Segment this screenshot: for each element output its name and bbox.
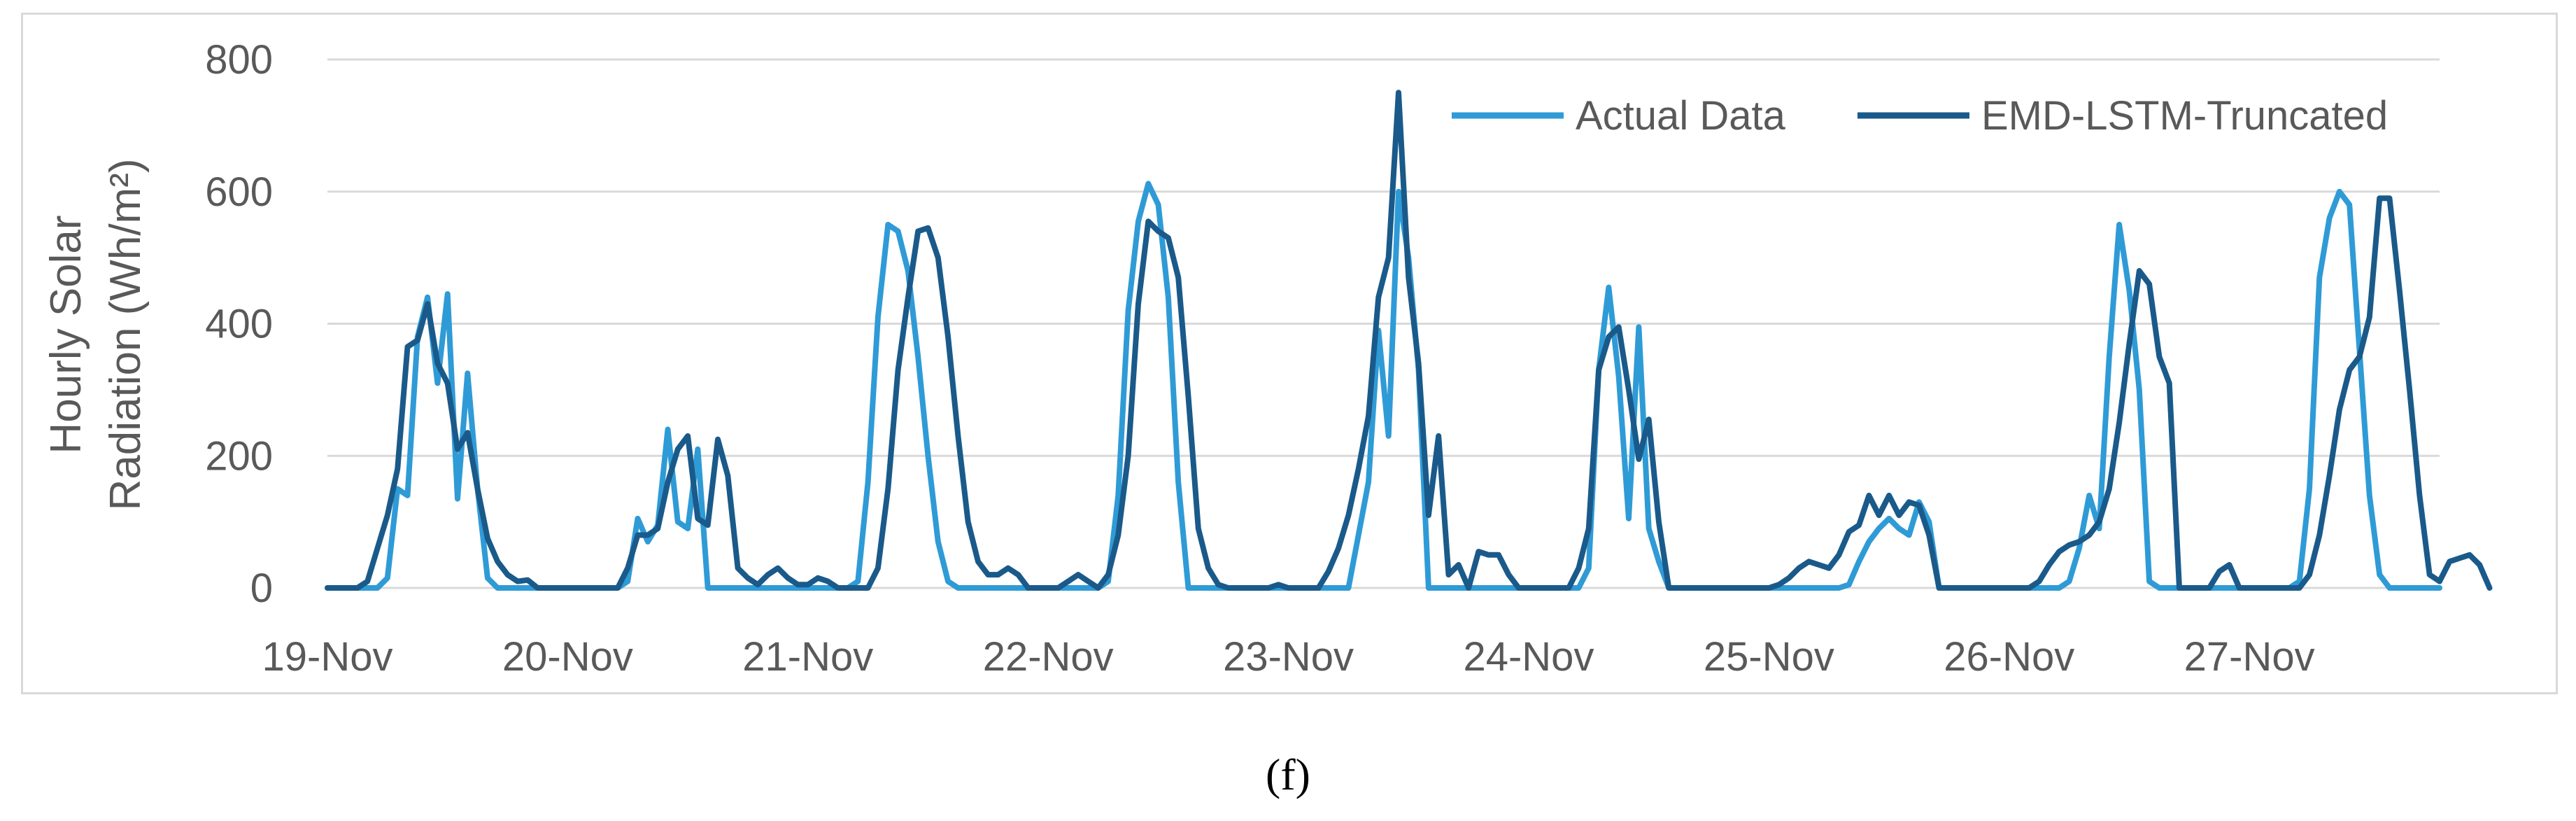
x-tick-label: 26-Nov <box>1944 634 2074 680</box>
series-lines <box>325 90 2493 591</box>
x-tick-label: 21-Nov <box>742 634 873 680</box>
x-tick-label: 20-Nov <box>502 634 633 680</box>
x-axis-ticks: 19-Nov 20-Nov 21-Nov 22-Nov 23-Nov 24-Nov 25-N… <box>262 634 2315 680</box>
y-tick-label: 600 <box>205 169 273 215</box>
y-tick-label: 800 <box>205 37 273 83</box>
y-axis-title-line1: Hourly Solar <box>42 215 90 454</box>
y-tick-label: 200 <box>205 433 273 479</box>
x-tick-label: 27-Nov <box>2184 634 2315 680</box>
x-tick-label: 23-Nov <box>1223 634 1354 680</box>
y-axis-ticks: 0 200 400 600 800 <box>205 37 273 611</box>
series-line-actual-data <box>325 181 2442 591</box>
x-tick-label: 19-Nov <box>262 634 393 680</box>
x-tick-label: 25-Nov <box>1704 634 1834 680</box>
legend-label: Actual Data <box>1576 93 1786 139</box>
series-line-emd-lstm-truncated <box>325 90 2493 591</box>
y-tick-label: 400 <box>205 302 273 347</box>
y-axis-title: Hourly Solar Radiation (Wh/m²) <box>42 159 150 511</box>
x-tick-label: 24-Nov <box>1463 634 1594 680</box>
y-tick-label: 0 <box>250 566 273 611</box>
gridlines <box>327 58 2440 589</box>
legend: Actual Data EMD-LSTM-Truncated <box>1452 93 2388 139</box>
figure-caption: (f) <box>1266 750 1310 799</box>
legend-label: EMD-LSTM-Truncated <box>1981 93 2388 139</box>
y-axis-title-line2: Radiation (Wh/m²) <box>101 159 150 511</box>
x-tick-label: 22-Nov <box>983 634 1114 680</box>
